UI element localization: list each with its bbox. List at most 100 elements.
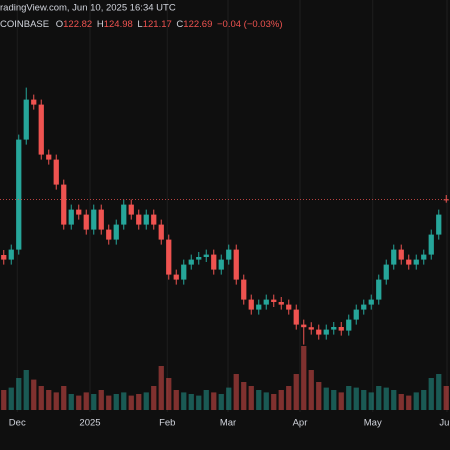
candle-body	[31, 99, 37, 105]
candle-body	[353, 309, 359, 320]
candle-body	[233, 249, 239, 280]
volume-bar	[346, 386, 352, 410]
candle-body	[68, 209, 74, 225]
candle-body	[443, 199, 449, 201]
volume-bar	[368, 392, 374, 410]
candle-body	[323, 329, 329, 335]
volume-bar	[376, 386, 382, 410]
volume-bar	[391, 390, 397, 410]
candle-body	[241, 279, 247, 300]
grid	[16, 0, 448, 412]
x-tick-label: 2025	[79, 418, 100, 429]
volume-bar	[173, 390, 179, 410]
candle-body	[368, 299, 374, 305]
candle-body	[293, 309, 299, 325]
ohlc-letter: O	[56, 19, 63, 30]
candle-body	[383, 264, 389, 280]
volume-bar	[413, 392, 419, 410]
volume-bar	[211, 392, 217, 410]
candle-body	[256, 304, 262, 310]
candle-body	[188, 259, 194, 265]
candle-body	[308, 327, 314, 330]
candle-body	[248, 299, 254, 310]
candle-body	[181, 264, 187, 280]
volume-bar	[443, 386, 449, 410]
volume-bar	[143, 392, 149, 410]
candle-body	[113, 224, 119, 240]
volume-bar	[106, 395, 112, 410]
ohlc-value: 122.82	[63, 19, 92, 30]
volume-bar	[361, 390, 367, 410]
volume-bar	[241, 382, 247, 410]
candle-body	[91, 209, 97, 230]
volume-bar	[218, 394, 224, 410]
volume-bar	[226, 387, 232, 410]
volume-bar	[383, 387, 389, 410]
volume-bar	[113, 394, 119, 410]
volume-bar	[76, 395, 82, 410]
candle-body	[316, 329, 322, 335]
volume-bar	[271, 394, 277, 410]
ohlc-value: 124.98	[104, 19, 133, 30]
volume-bar	[293, 374, 299, 410]
candle-body	[218, 259, 224, 270]
candle-body	[128, 204, 134, 215]
volume-bar	[256, 390, 262, 410]
candle-body	[121, 204, 127, 225]
volume-bar	[91, 394, 97, 410]
ohlc-letter: L	[137, 19, 142, 30]
volume-bar	[248, 386, 254, 410]
legend-layer: radingView.com, Jun 10, 2025 16:34 UTC C…	[0, 3, 283, 30]
candle-body	[211, 254, 217, 270]
exchange: COINBASE	[0, 19, 49, 30]
volume-bar	[436, 374, 442, 410]
volume-bar	[316, 382, 322, 410]
volume-bar	[338, 392, 344, 410]
volume-bar	[1, 390, 7, 410]
candle-body	[46, 154, 52, 160]
candle-body	[83, 214, 89, 230]
volume-layer	[1, 346, 449, 410]
volume-bar	[301, 346, 307, 410]
volume-bar	[286, 386, 292, 410]
volume-bar	[323, 387, 329, 410]
candle-body	[166, 239, 172, 275]
candle-body	[8, 249, 14, 260]
candle-body	[271, 299, 277, 302]
candle-body	[278, 302, 284, 305]
candle-body	[106, 229, 112, 240]
candle-body	[346, 319, 352, 331]
volume-bar	[98, 390, 104, 410]
candle-body	[361, 304, 367, 310]
volume-bar	[181, 392, 187, 410]
candle-body	[53, 159, 59, 185]
volume-bar	[353, 387, 359, 410]
candle-body	[263, 299, 269, 305]
volume-bar	[196, 395, 202, 410]
candle-body	[1, 255, 7, 260]
candle-body	[406, 259, 412, 265]
candle-body	[376, 279, 382, 300]
candle-body	[203, 254, 209, 257]
candle-body	[331, 327, 337, 330]
volume-bar	[31, 379, 37, 410]
volume-bar	[428, 378, 434, 410]
volume-bar	[263, 392, 269, 410]
candle-body	[173, 274, 179, 280]
volume-bar	[8, 387, 14, 410]
candle-body	[76, 209, 82, 215]
candle-body	[226, 249, 232, 260]
volume-bar	[61, 386, 67, 410]
x-tick-label: Jun	[439, 418, 450, 429]
volume-bar	[68, 394, 74, 410]
candle-body	[61, 184, 67, 225]
volume-bar	[128, 395, 134, 410]
change: −0.04 (−0.03%)	[217, 19, 283, 30]
volume-bar	[151, 386, 157, 410]
x-tick-label: Feb	[159, 418, 175, 429]
candle-body	[23, 99, 29, 140]
ohlc-letter: C	[176, 19, 183, 30]
volume-bar	[406, 395, 412, 410]
candle-body	[38, 104, 44, 155]
